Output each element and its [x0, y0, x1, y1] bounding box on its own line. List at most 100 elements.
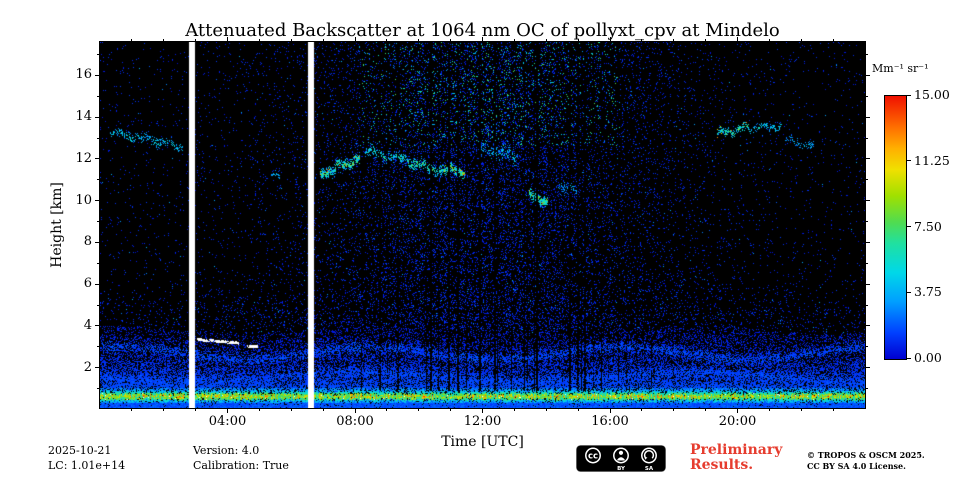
y-right-minor-tick	[865, 304, 868, 306]
y-right-minor-tick	[865, 137, 868, 139]
x-top-tick	[227, 37, 228, 42]
x-axis-label: Time [UTC]	[441, 434, 524, 450]
x-minor-tick	[545, 408, 547, 411]
y-minor-tick	[97, 388, 100, 390]
x-minor-tick	[577, 408, 579, 411]
by-person-body-icon	[617, 457, 625, 461]
y-tick-label: 10	[75, 192, 92, 208]
y-tick-label: 2	[83, 359, 92, 375]
colorbar-tick-label: 7.50	[914, 218, 942, 234]
x-minor-tick	[641, 408, 643, 411]
colorbar-tick	[907, 94, 911, 96]
x-top-tick	[354, 37, 356, 42]
x-top-minor-tick	[322, 39, 324, 42]
cc-circle-icon	[585, 447, 601, 464]
preliminary-results-line2: Results.	[690, 457, 754, 473]
y-minor-tick	[97, 95, 100, 97]
y-right-minor-tick	[865, 95, 868, 97]
y-right-tick	[865, 200, 870, 202]
x-top-minor-tick	[195, 39, 197, 42]
y-right-tick	[865, 241, 870, 243]
colorbar-unit-label: Mm⁻¹ sr⁻¹	[872, 62, 929, 75]
cc-icon-text: cc	[588, 452, 598, 462]
x-minor-tick	[832, 408, 834, 411]
x-top-minor-tick	[641, 39, 643, 42]
x-minor-tick	[131, 408, 133, 411]
x-top-tick	[482, 37, 483, 42]
y-tick	[95, 74, 100, 76]
measurement-date-label: 2025-10-21	[48, 444, 112, 457]
sa-label: SA	[645, 466, 654, 472]
x-top-minor-tick	[577, 39, 579, 42]
colorbar-tick	[907, 226, 911, 227]
x-top-minor-tick	[513, 39, 515, 42]
by-label: BY	[617, 466, 626, 472]
x-minor-tick	[163, 408, 165, 411]
x-top-minor-tick	[800, 39, 802, 42]
x-top-minor-tick	[673, 39, 675, 42]
lidar-constant-label: LC: 1.01e+14	[48, 459, 126, 472]
x-top-minor-tick	[418, 39, 420, 42]
colorbar-tick-label: 0.00	[914, 350, 942, 365]
y-tick	[95, 283, 100, 285]
y-minor-tick	[97, 262, 100, 264]
x-minor-tick	[673, 408, 675, 411]
by-person-head-icon	[618, 450, 624, 455]
x-top-tick	[737, 37, 738, 42]
y-tick	[95, 241, 100, 243]
x-tick-label: 04:00	[208, 414, 247, 429]
x-tick	[227, 408, 228, 413]
sa-circle-icon	[641, 447, 657, 464]
x-minor-tick	[195, 408, 197, 411]
x-top-minor-tick	[832, 39, 834, 42]
x-tick	[482, 408, 483, 413]
by-circle-icon	[613, 447, 629, 464]
colorbar-tick	[907, 160, 911, 162]
colorbar-tick-label: 15.00	[914, 87, 950, 102]
y-right-minor-tick	[865, 54, 868, 56]
x-top-tick	[609, 37, 611, 42]
x-top-minor-tick	[705, 39, 707, 42]
colorbar-tick	[907, 291, 911, 293]
colorbar-tick	[907, 357, 911, 359]
y-tick	[95, 325, 100, 327]
y-tick-label: 14	[75, 109, 92, 125]
x-tick-label: 16:00	[591, 414, 629, 429]
y-right-minor-tick	[865, 262, 868, 264]
y-tick-label: 8	[83, 234, 92, 250]
x-top-minor-tick	[290, 39, 292, 42]
y-tick	[95, 367, 100, 369]
y-right-minor-tick	[865, 346, 868, 348]
x-tick	[354, 408, 356, 413]
cc-by-sa-license-badge[interactable]: cc BY SA	[576, 445, 666, 472]
copyright-line2: CC BY SA 4.0 License.	[807, 461, 906, 471]
chart-title: Attenuated Backscatter at 1064 nm OC of …	[185, 20, 780, 41]
sa-arrow-icon	[643, 450, 655, 459]
x-minor-tick	[258, 408, 260, 411]
x-minor-tick	[290, 408, 292, 411]
y-minor-tick	[97, 179, 100, 181]
x-top-minor-tick	[768, 39, 770, 42]
y-right-tick	[865, 74, 870, 76]
x-tick-label: 20:00	[718, 414, 757, 429]
y-right-tick	[865, 283, 870, 285]
y-minor-tick	[97, 54, 100, 56]
y-right-tick	[865, 158, 870, 160]
x-top-minor-tick	[131, 39, 133, 42]
y-right-tick	[865, 367, 870, 369]
x-minor-tick	[450, 408, 452, 411]
y-tick-label: 16	[75, 67, 92, 83]
x-minor-tick	[386, 408, 388, 411]
x-tick	[737, 408, 738, 413]
x-minor-tick	[705, 408, 707, 411]
colorbar-tick-label: 3.75	[914, 284, 942, 300]
x-tick	[609, 408, 611, 413]
copyright-line1: © TROPOS & OSCM 2025.	[807, 450, 925, 460]
y-tick-label: 4	[83, 317, 92, 333]
x-top-minor-tick	[258, 39, 260, 42]
preliminary-results-line1: Preliminary	[690, 442, 783, 458]
y-right-minor-tick	[865, 388, 868, 390]
x-top-minor-tick	[163, 39, 165, 42]
x-tick-label: 08:00	[336, 414, 374, 429]
y-minor-tick	[97, 137, 100, 139]
